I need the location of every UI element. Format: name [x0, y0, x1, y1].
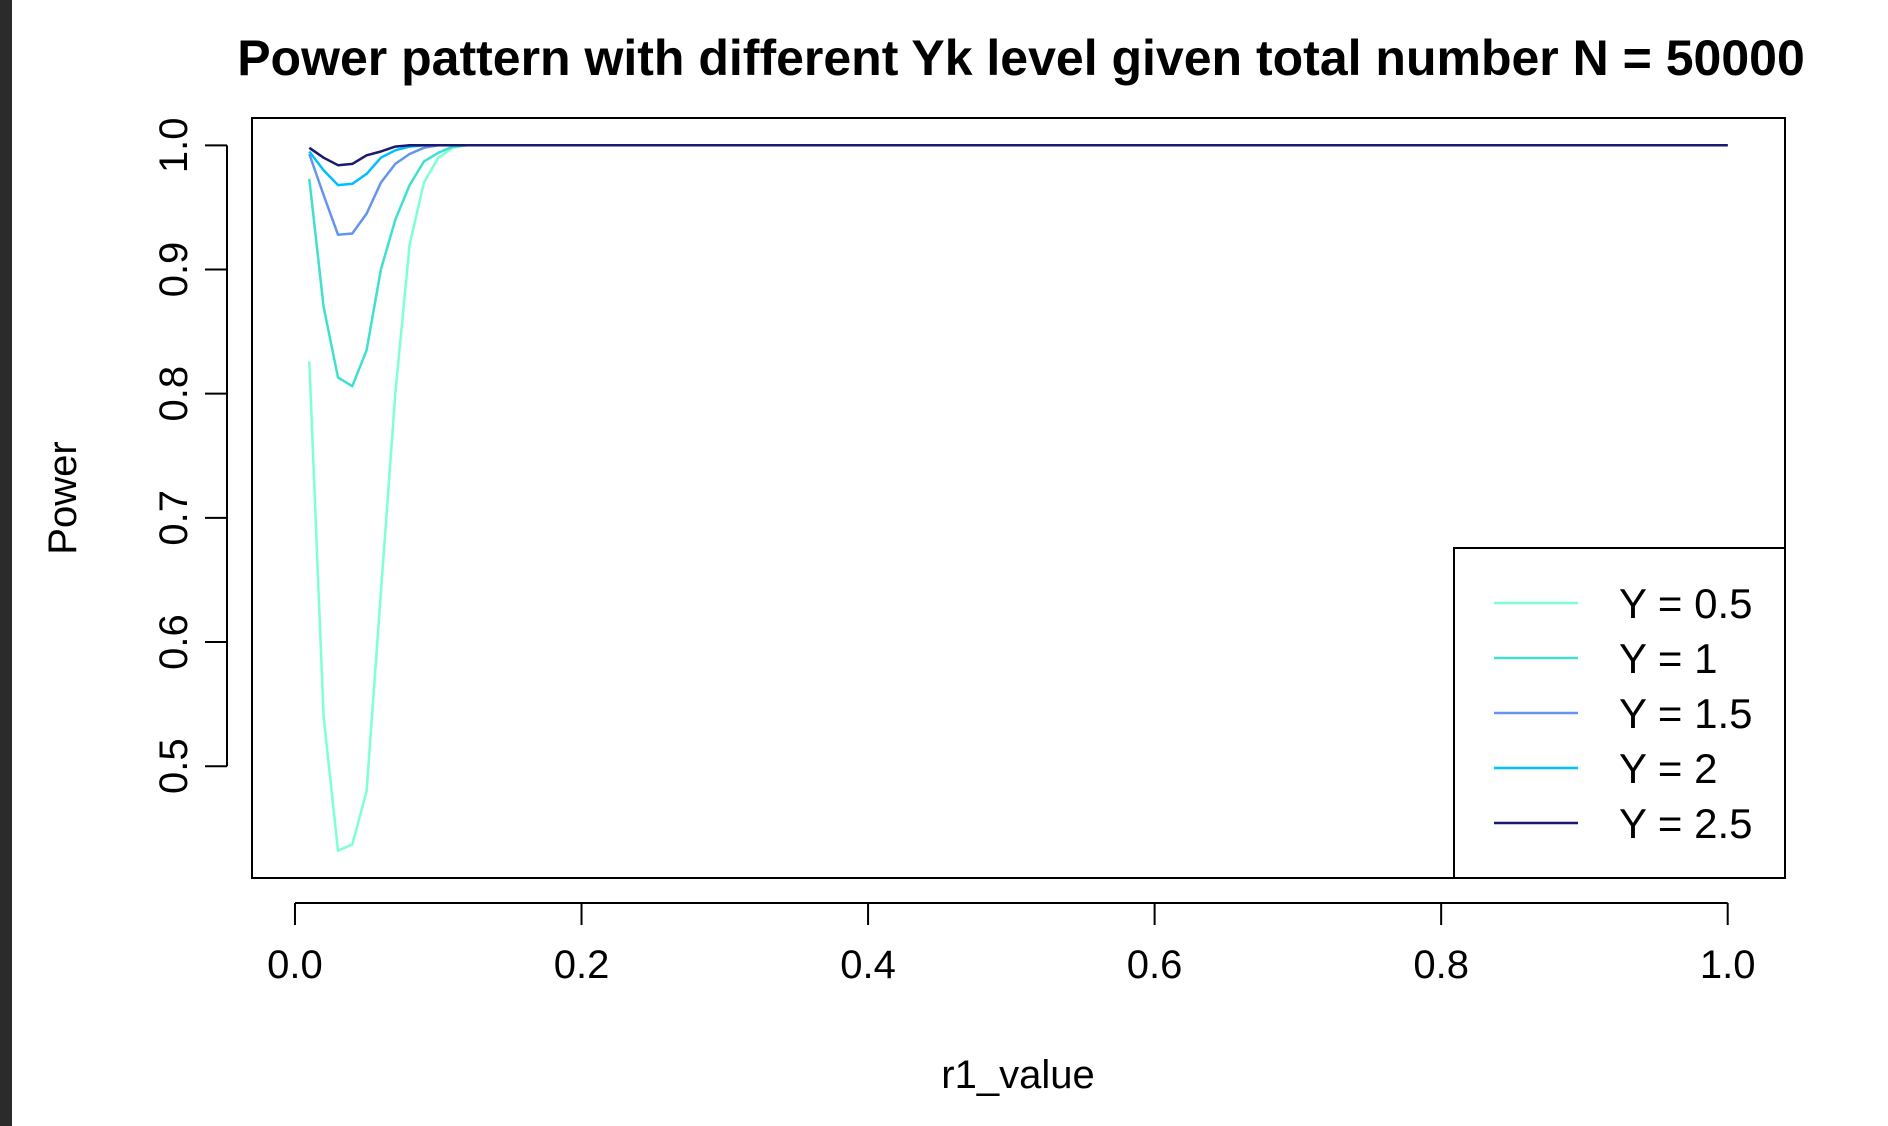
legend-label: Y = 2 [1619, 745, 1717, 792]
y-tick-label: 0.7 [152, 490, 196, 546]
chart-frame: Power pattern with different Yk level gi… [12, 0, 1888, 1126]
x-axis: 0.0 0.2 0.4 0.6 0.8 1.0 [267, 902, 1756, 987]
y-axis-label: Power [41, 441, 85, 554]
y-tick-label: 0.9 [152, 242, 196, 298]
x-tick-label: 0.6 [1127, 943, 1183, 987]
y-tick-label: 0.8 [152, 366, 196, 422]
legend-label: Y = 2.5 [1619, 800, 1753, 847]
y-tick-label: 0.5 [152, 738, 196, 794]
legend-label: Y = 0.5 [1619, 580, 1753, 627]
x-tick-label: 0.4 [840, 943, 896, 987]
x-tick-label: 1.0 [1700, 943, 1756, 987]
legend: Y = 0.5 Y = 1 Y = 1.5 Y = 2 Y = 2.5 [1453, 547, 1786, 879]
chart-title: Power pattern with different Yk level gi… [237, 30, 1805, 86]
plot-area-border [251, 117, 1786, 879]
x-tick-label: 0.0 [267, 943, 323, 987]
series-line-3 [308, 144, 1728, 236]
y-tick-label: 1.0 [152, 118, 196, 174]
series-line-5 [308, 144, 1728, 167]
series-line-2 [308, 144, 1728, 388]
legend-label: Y = 1.5 [1619, 690, 1753, 737]
y-axis: 0.5 0.6 0.7 0.8 0.9 1.0 [152, 118, 228, 794]
y-tick-label: 0.6 [152, 614, 196, 670]
legend-label: Y = 1 [1619, 635, 1717, 682]
series-line-4 [308, 144, 1728, 187]
x-axis-label: r1_value [941, 1053, 1094, 1097]
x-tick-label: 0.8 [1413, 943, 1469, 987]
series-lines [308, 144, 1728, 852]
line-chart: Power pattern with different Yk level gi… [41, 30, 1805, 1097]
x-tick-label: 0.2 [554, 943, 610, 987]
